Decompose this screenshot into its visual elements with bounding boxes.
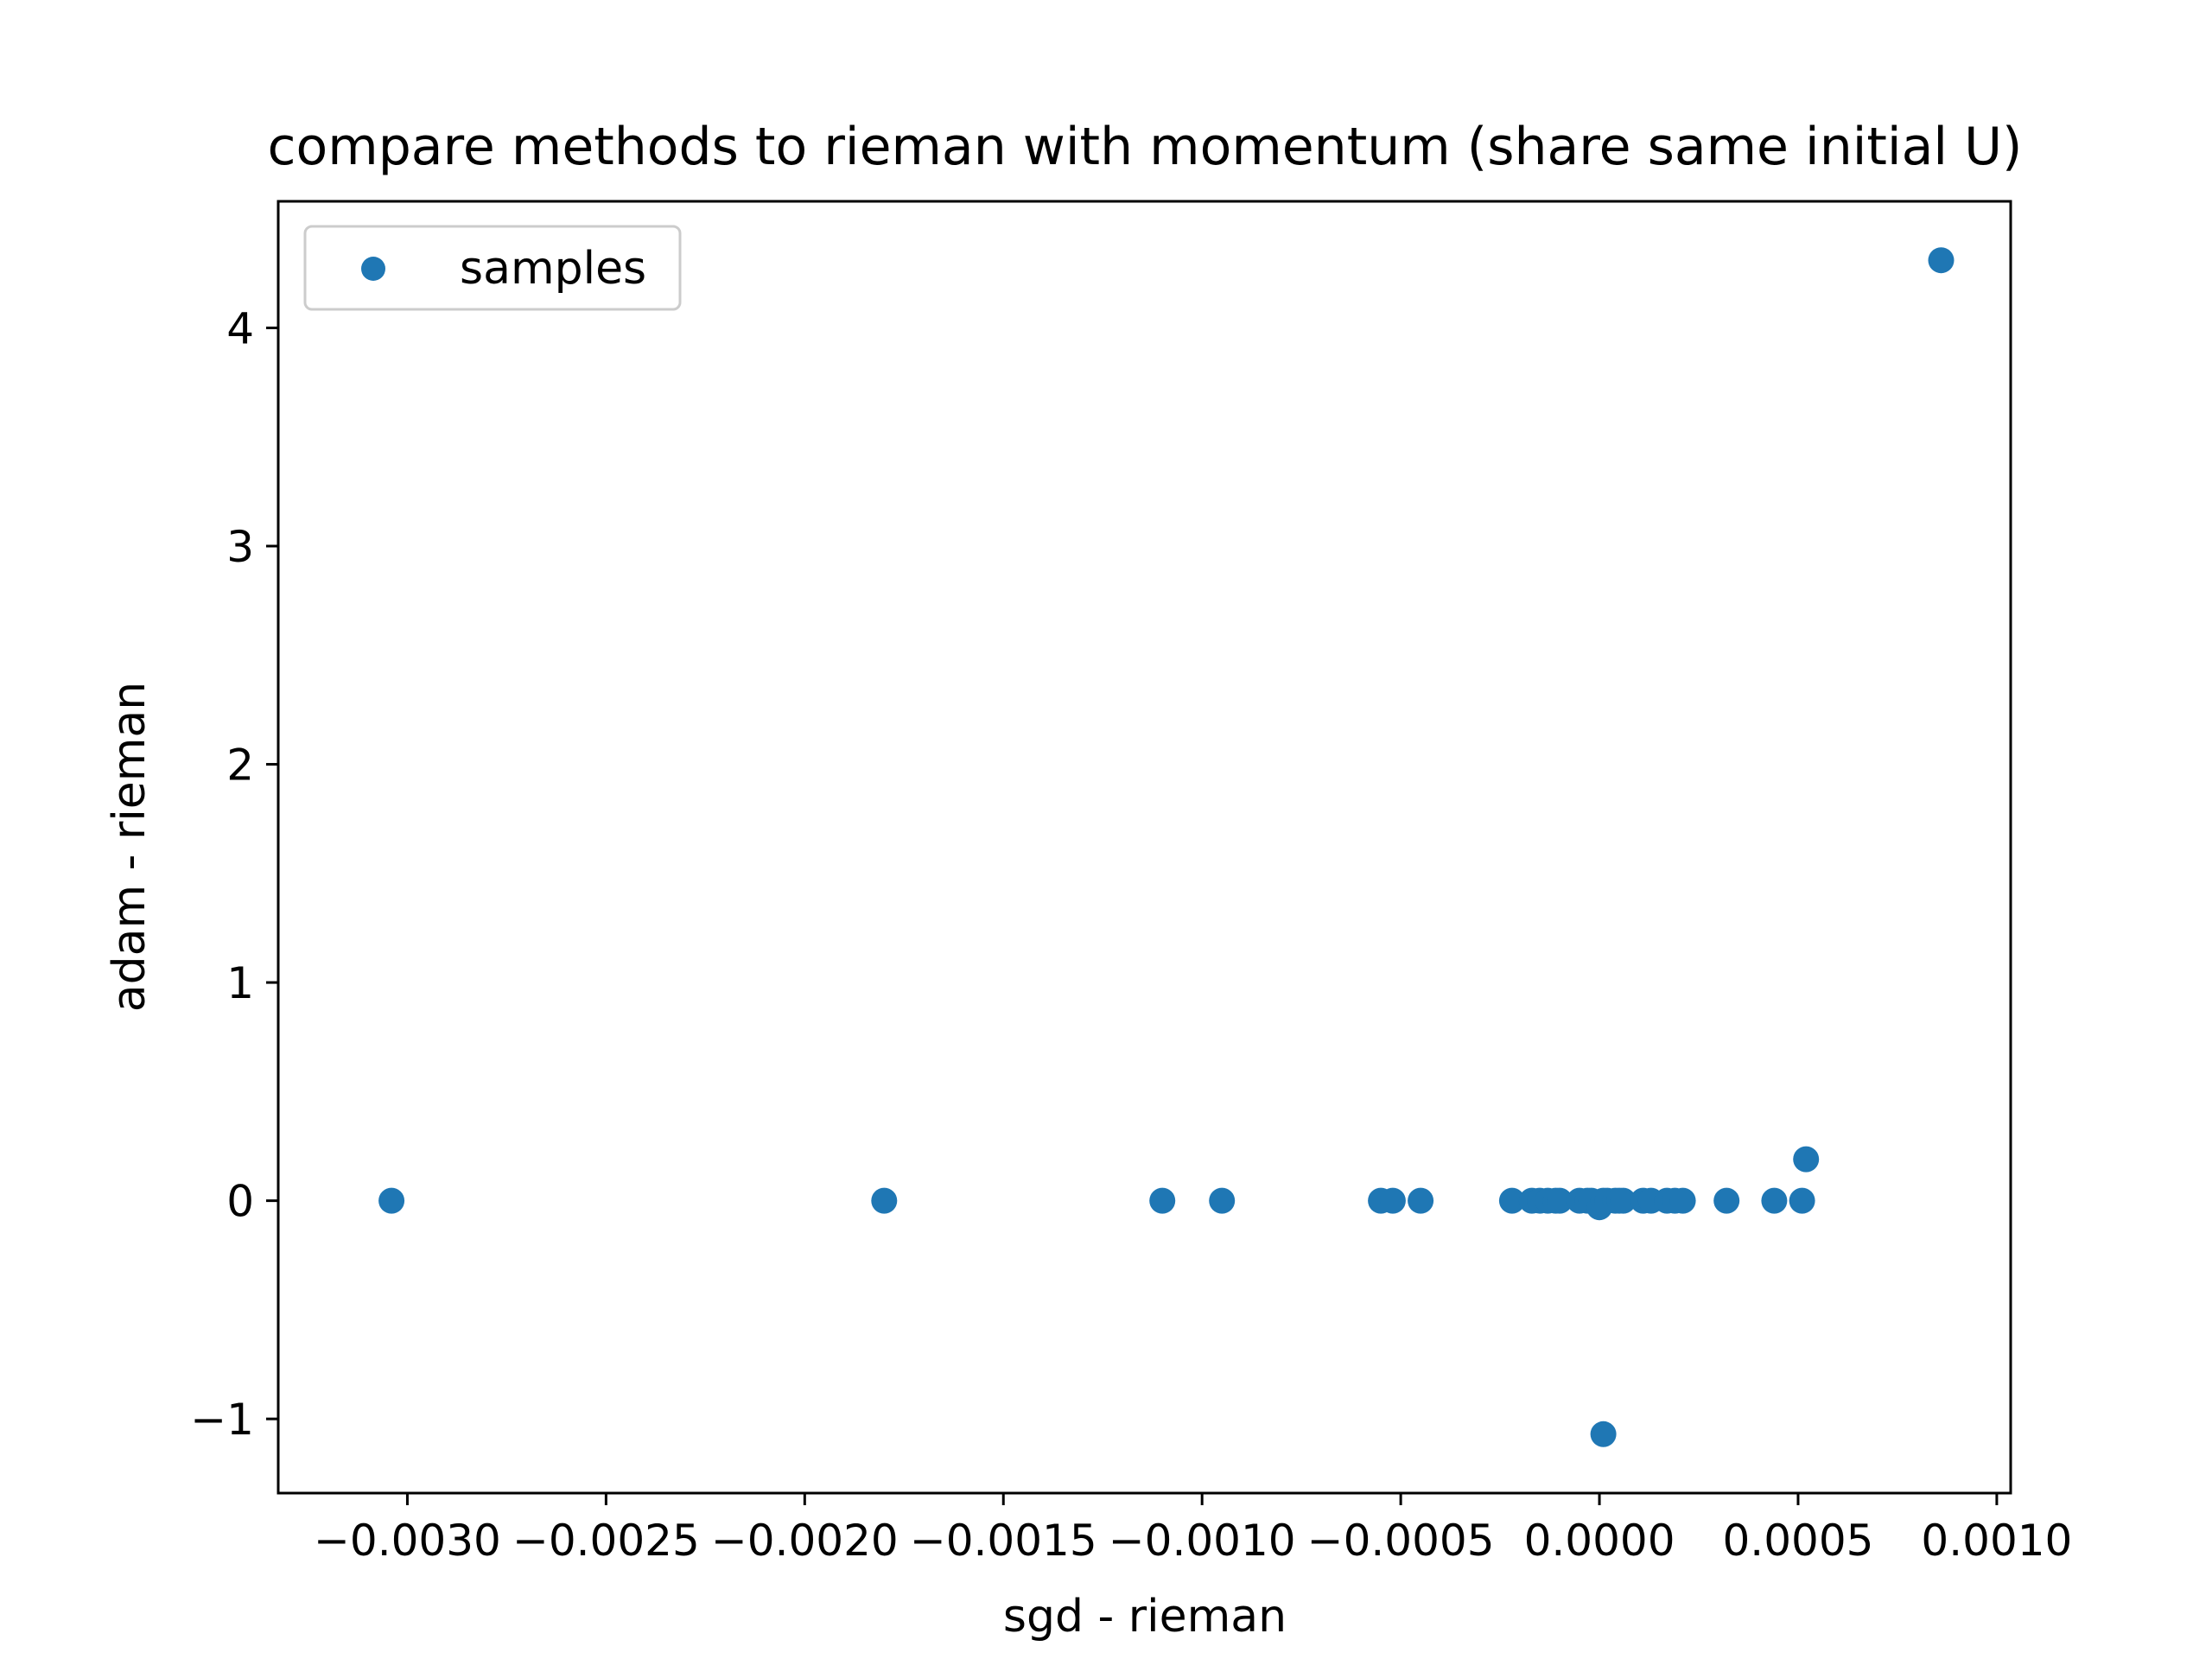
chart-title: compare methods to rieman with momentum … [268, 117, 2023, 177]
x-axis-ticks: −0.0030 −0.0025 −0.0020 −0.0015 −0.0010 −0.00… [314, 1493, 2072, 1566]
x-tick-label: −0.0010 [1109, 1516, 1296, 1566]
data-point [1793, 1146, 1820, 1173]
y-tick-label: 4 [226, 303, 254, 353]
y-axis-label: adam - rieman [104, 682, 156, 1013]
data-point [1928, 247, 1955, 274]
data-point [1547, 1187, 1573, 1214]
x-tick-label: −0.0020 [711, 1516, 899, 1566]
x-tick-label: −0.0005 [1307, 1516, 1495, 1566]
data-point [1669, 1187, 1696, 1214]
x-tick-label: −0.0030 [314, 1516, 501, 1566]
y-tick-label: −1 [190, 1395, 254, 1445]
data-point [1379, 1187, 1406, 1214]
data-point [1590, 1421, 1617, 1447]
legend-label: samples [460, 243, 646, 295]
data-point [1498, 1187, 1525, 1214]
y-tick-label: 3 [226, 522, 254, 572]
x-tick-label: 0.0010 [1921, 1516, 2072, 1566]
data-point [1209, 1187, 1236, 1214]
legend-marker [361, 257, 385, 281]
y-axis-ticks: −1 0 1 2 3 4 [190, 303, 278, 1445]
x-tick-label: −0.0025 [512, 1516, 700, 1566]
x-tick-label: 0.0000 [1524, 1516, 1675, 1566]
plot-frame [276, 200, 2012, 1495]
y-tick-label: 0 [226, 1177, 254, 1227]
y-tick-label: 2 [226, 741, 254, 791]
data-point [871, 1187, 898, 1214]
data-point [1713, 1187, 1740, 1214]
data-point [1761, 1187, 1788, 1214]
data-point [1149, 1187, 1176, 1214]
y-tick-label: 1 [226, 958, 254, 1008]
data-points [378, 247, 1955, 1447]
x-axis-label: sgd - rieman [1003, 1591, 1287, 1643]
legend: samples [303, 225, 682, 311]
x-tick-label: −0.0015 [910, 1516, 1097, 1566]
data-point [1610, 1187, 1637, 1214]
legend-box [303, 225, 682, 311]
data-point [1789, 1187, 1815, 1214]
data-point [1408, 1187, 1434, 1214]
x-tick-label: 0.0005 [1722, 1516, 1873, 1566]
data-point [378, 1187, 405, 1214]
